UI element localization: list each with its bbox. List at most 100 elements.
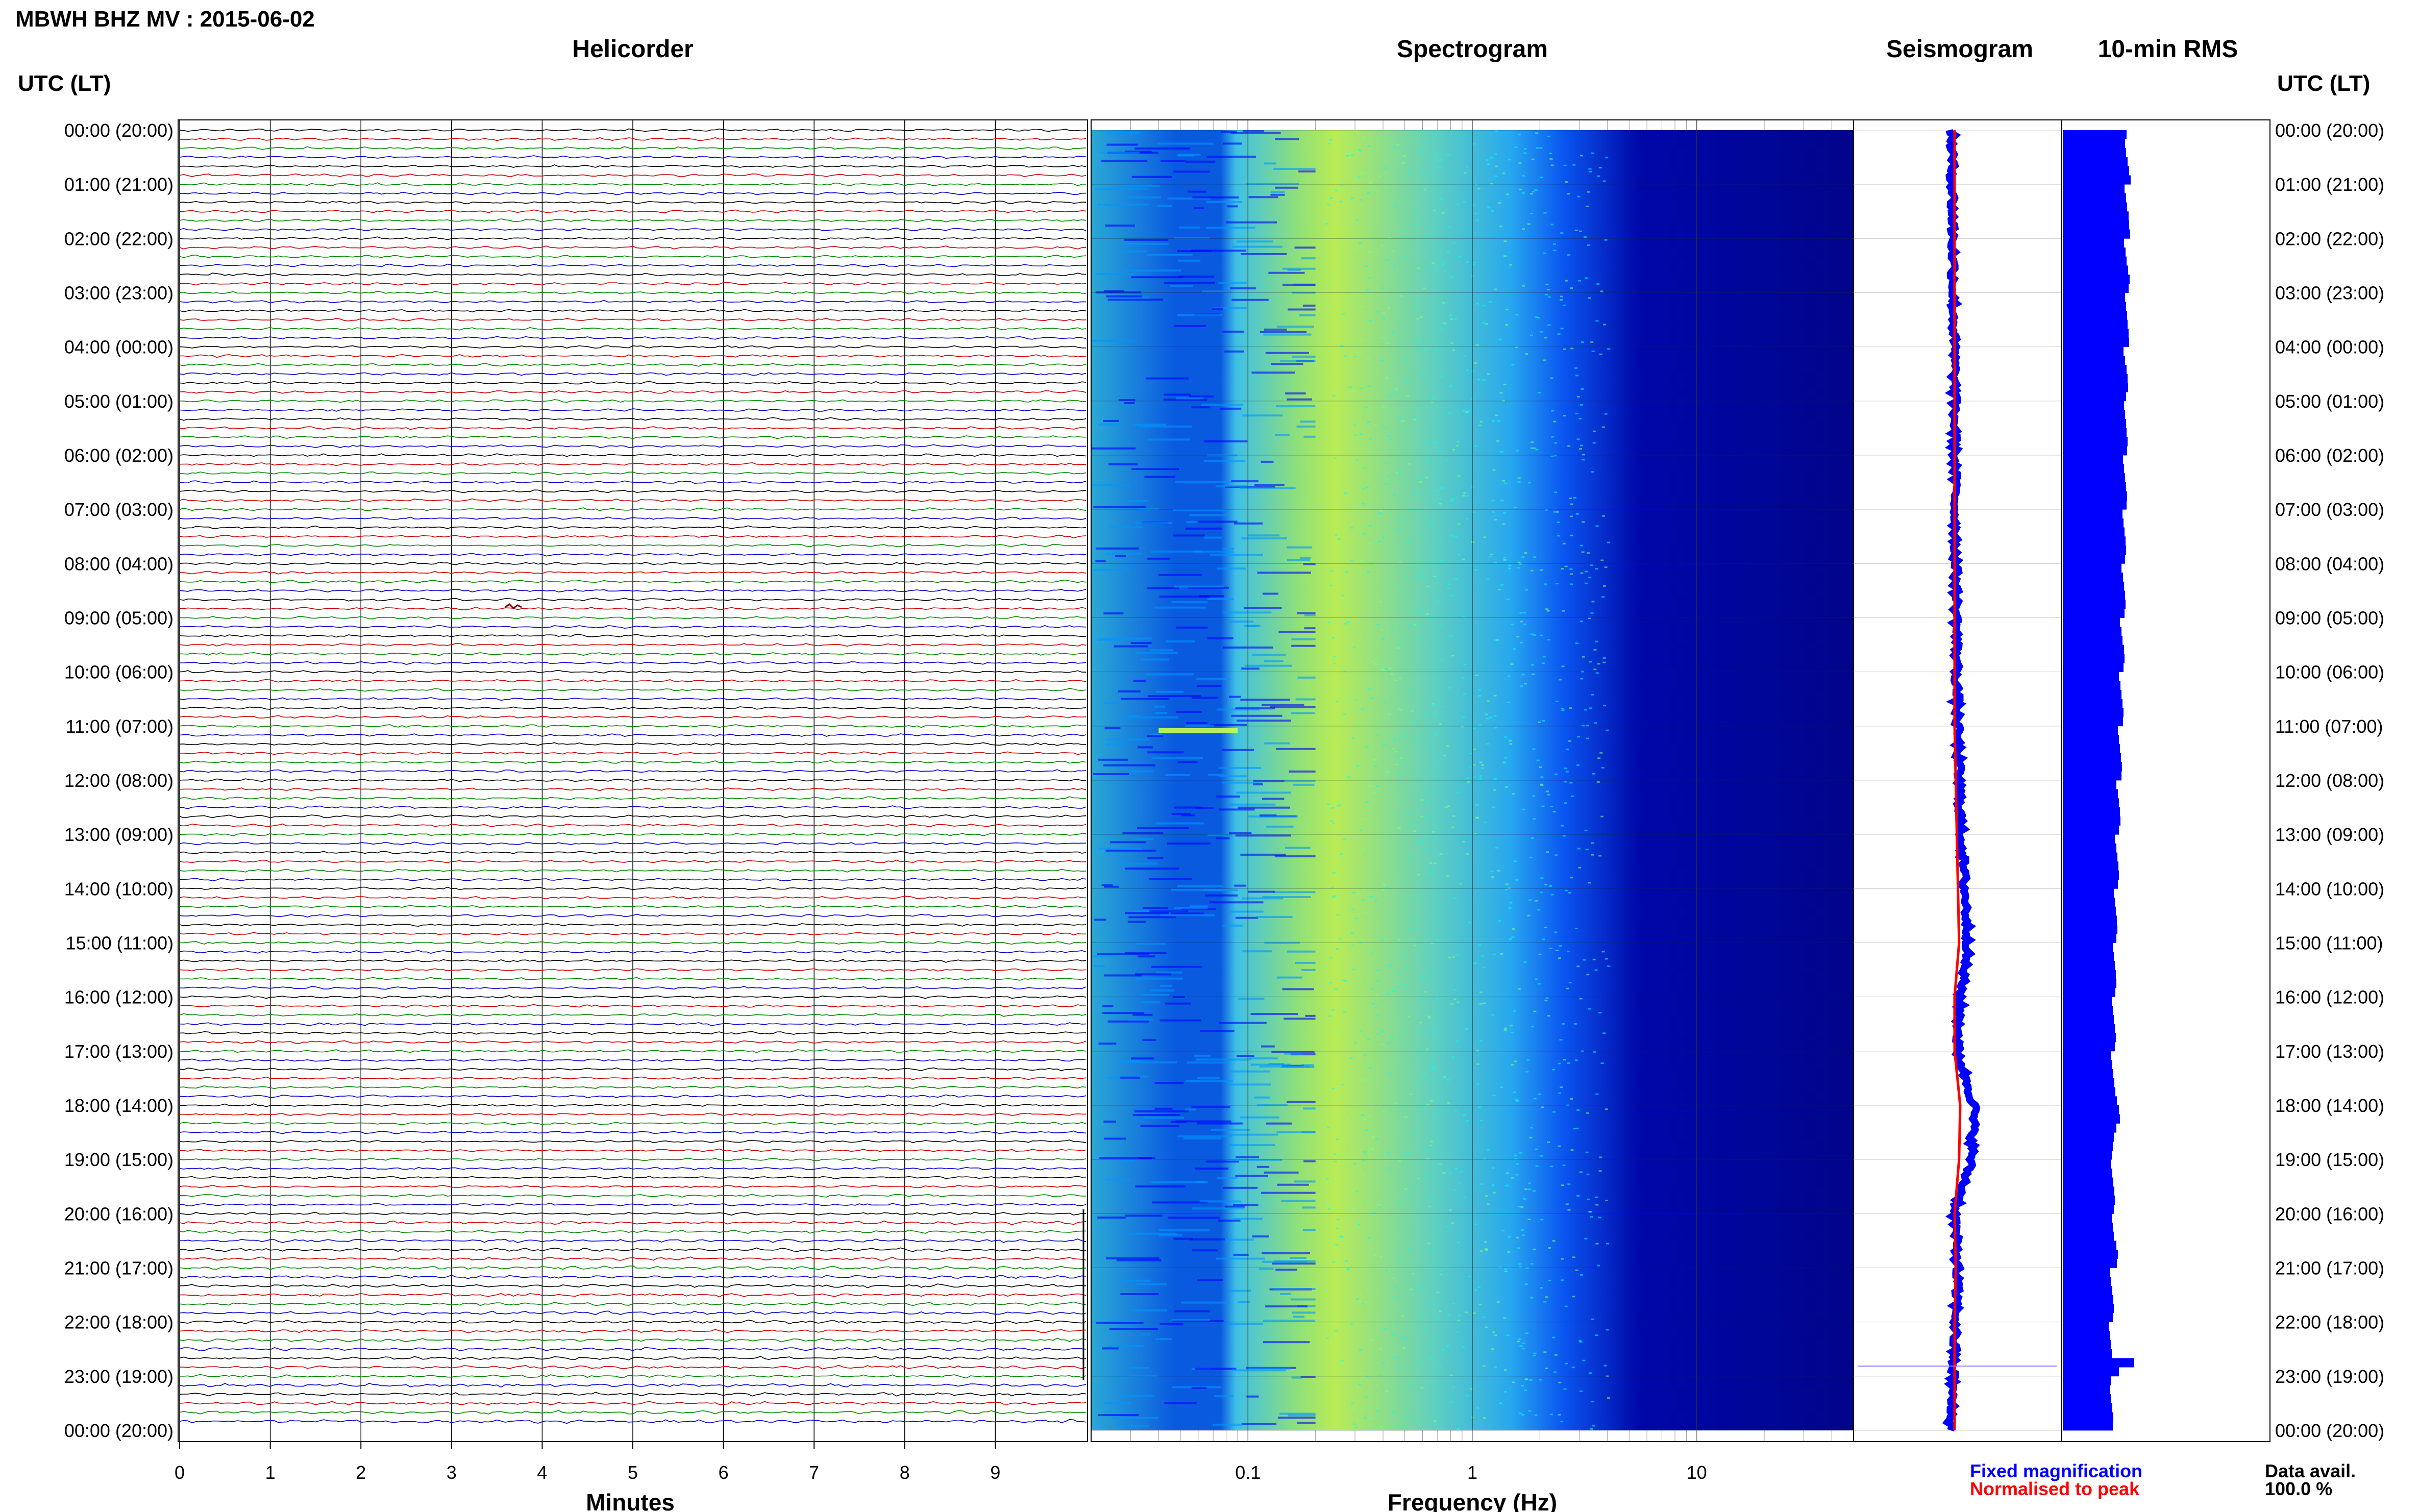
spectrogram-speckle bbox=[1500, 451, 1503, 453]
spectrogram-speckle bbox=[1503, 557, 1506, 559]
spectrogram-speckle bbox=[1462, 840, 1466, 842]
spectrogram-streak bbox=[1195, 1058, 1251, 1061]
spectrogram-speckle bbox=[1352, 1208, 1355, 1210]
spectrogram-speckle bbox=[1404, 577, 1408, 579]
spectrogram-speckle bbox=[1375, 189, 1378, 191]
spectrogram-speckle bbox=[1595, 1334, 1598, 1336]
spectrogram-speckle bbox=[1489, 716, 1492, 718]
spectrogram-speckle bbox=[1355, 1190, 1359, 1192]
spectrogram-speckle bbox=[1327, 303, 1330, 305]
spectrogram-speckle bbox=[1441, 261, 1444, 262]
spectrogram-speckle bbox=[1386, 342, 1390, 344]
spectrogram-speckle bbox=[1486, 743, 1490, 745]
spectrogram-speckle bbox=[1456, 203, 1460, 205]
spectrogram-speckle bbox=[1443, 1053, 1446, 1054]
spectrogram-speckle bbox=[1487, 700, 1490, 702]
spectrogram-speckle bbox=[1447, 412, 1451, 414]
spectrogram-speckle bbox=[1452, 1386, 1455, 1388]
spectrogram-speckle bbox=[1343, 713, 1346, 715]
spectrogram-speckle bbox=[1492, 1192, 1496, 1194]
spectrogram-speckle bbox=[1449, 385, 1452, 387]
spectrogram-speckle bbox=[1499, 1402, 1502, 1404]
spectrogram-speckle bbox=[1346, 155, 1349, 157]
spectrogram-speckle bbox=[1365, 1129, 1369, 1131]
spectrogram-streak bbox=[1104, 727, 1121, 730]
spectrogram-streak bbox=[1116, 1259, 1162, 1261]
spectrogram-speckle bbox=[1361, 560, 1364, 562]
spectrogram-speckle bbox=[1553, 420, 1557, 423]
spectrogram-speckle bbox=[1471, 264, 1475, 266]
helicorder-trace bbox=[179, 399, 1087, 403]
spectrogram-speckle bbox=[1403, 983, 1406, 985]
spectrogram-speckle bbox=[1547, 794, 1550, 796]
rms-bar bbox=[2063, 898, 2115, 907]
spectrogram-streak bbox=[1262, 704, 1304, 706]
spectrogram-speckle bbox=[1579, 1341, 1583, 1343]
spectrogram-speckle bbox=[1531, 1026, 1534, 1028]
spectrogram-streak bbox=[1174, 237, 1210, 239]
spectrogram-speckle bbox=[1390, 1036, 1394, 1038]
spectrogram-streak bbox=[1303, 1160, 1316, 1162]
spectrogram-speckle bbox=[1436, 939, 1439, 941]
spectrogram-speckle bbox=[1367, 421, 1370, 423]
helicorder-trace bbox=[179, 896, 1087, 900]
rms-bar bbox=[2063, 1241, 2116, 1250]
spectrogram-speckle bbox=[1367, 277, 1371, 279]
spectrogram-streak bbox=[1186, 160, 1216, 163]
spectrogram-streak bbox=[1280, 1293, 1291, 1295]
spectrogram-speckle bbox=[1565, 889, 1568, 891]
spectrogram-speckle bbox=[1426, 816, 1429, 819]
spectrogram-streak bbox=[1188, 586, 1229, 589]
spectrogram-speckle bbox=[1426, 585, 1430, 587]
spectrogram-speckle bbox=[1581, 1050, 1584, 1052]
spectrogram-streak bbox=[1123, 296, 1149, 299]
spectrogram-speckle bbox=[1437, 450, 1441, 452]
spectrogram-speckle bbox=[1530, 447, 1534, 449]
spectrogram-speckle bbox=[1562, 835, 1566, 837]
spectrogram-title: Spectrogram bbox=[1397, 36, 1548, 63]
spectrogram-speckle bbox=[1533, 1352, 1537, 1354]
spectrogram-speckle bbox=[1472, 143, 1476, 145]
helicorder-trace bbox=[179, 977, 1087, 981]
spectrogram-speckle bbox=[1398, 1107, 1401, 1108]
spectrogram-speckle bbox=[1344, 355, 1347, 357]
spectrogram-streak bbox=[1230, 910, 1264, 913]
spectrogram-speckle bbox=[1383, 1328, 1387, 1330]
spectrogram-speckle bbox=[1591, 1401, 1594, 1403]
rms-bar bbox=[2063, 573, 2123, 582]
spectrogram-speckle bbox=[1597, 757, 1601, 759]
spectrogram-speckle bbox=[1595, 525, 1599, 527]
rms-bar bbox=[2063, 798, 2119, 808]
helicorder-trace bbox=[179, 128, 1087, 132]
rms-bar bbox=[2063, 1285, 2112, 1295]
spectrogram-speckle bbox=[1474, 362, 1477, 364]
spectrogram-speckle bbox=[1387, 476, 1390, 477]
helicorder-trace bbox=[179, 336, 1087, 340]
spectrogram-streak bbox=[1174, 806, 1202, 809]
spectrogram-speckle bbox=[1487, 1203, 1490, 1205]
spectrogram-speckle bbox=[1443, 323, 1446, 325]
spectrogram-streak bbox=[1120, 132, 1140, 134]
spectrogram-speckle bbox=[1499, 392, 1503, 394]
spectrogram-speckle bbox=[1564, 802, 1567, 804]
spectrogram-streak bbox=[1266, 825, 1294, 828]
spectrogram-speckle bbox=[1351, 1402, 1354, 1404]
spectrogram-speckle bbox=[1359, 1349, 1362, 1351]
spectrogram-streak bbox=[1108, 1077, 1119, 1079]
spectrogram-streak bbox=[1256, 1104, 1288, 1106]
spectrogram-speckle bbox=[1371, 953, 1374, 954]
spectrogram-speckle bbox=[1567, 445, 1571, 447]
spectrogram-speckle bbox=[1474, 1289, 1477, 1291]
rms-bar bbox=[2063, 410, 2125, 419]
spectrogram-speckle bbox=[1350, 527, 1354, 529]
spectrogram-speckle bbox=[1523, 1198, 1526, 1200]
spectrogram-speckle bbox=[1425, 350, 1429, 352]
spectrogram-speckle bbox=[1428, 862, 1432, 864]
helicorder-trace bbox=[179, 634, 1087, 638]
rms-bar bbox=[2063, 1033, 2116, 1043]
spectrogram-streak bbox=[1295, 698, 1316, 701]
spectrogram-speckle bbox=[1492, 1331, 1495, 1333]
spectrogram-speckle bbox=[1355, 1298, 1359, 1300]
spectrogram-speckle bbox=[1359, 581, 1362, 583]
rms-bar bbox=[2063, 1123, 2116, 1133]
